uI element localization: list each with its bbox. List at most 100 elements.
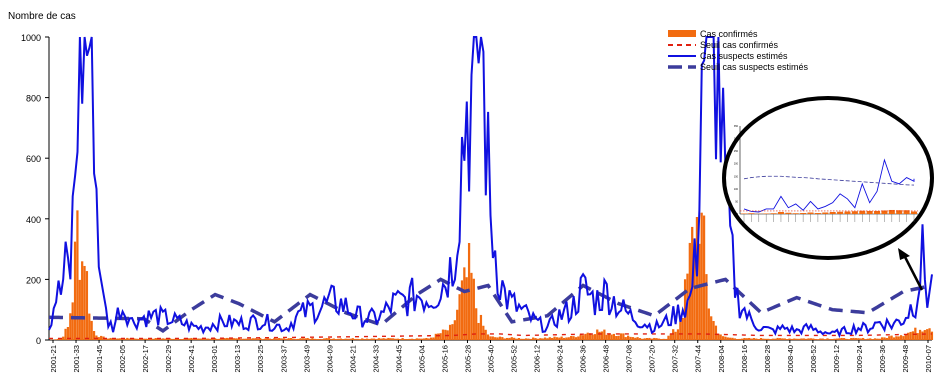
confirmed-bar: [273, 337, 276, 340]
confirmed-bar: [197, 338, 200, 340]
confirmed-bar: [254, 338, 257, 340]
confirmed-bar: [539, 338, 542, 340]
confirmed-bar: [653, 337, 656, 340]
confirmed-bar: [551, 337, 554, 340]
confirmed-bar: [133, 338, 136, 340]
confirmed-bar: [88, 313, 91, 340]
confirmed-bar: [918, 329, 922, 340]
confirmed-bar: [85, 271, 89, 340]
confirmed-bar: [109, 337, 112, 340]
confirmed-bar: [206, 338, 210, 340]
confirmed-bar: [434, 333, 437, 340]
confirmed-bar: [759, 338, 763, 340]
confirmed-bar: [316, 339, 319, 340]
confirmed-bar: [892, 337, 896, 340]
x-tick-label: 2002-29: [164, 345, 173, 373]
confirmed-bar: [363, 338, 366, 340]
confirmed-bar: [330, 338, 333, 340]
confirmed-bar: [377, 338, 381, 340]
confirmed-bar: [508, 337, 511, 340]
confirmed-bar: [365, 338, 369, 340]
confirmed-bar: [399, 338, 402, 340]
inset-tick-label: 100: [734, 188, 739, 191]
confirmed-bar: [750, 338, 753, 340]
confirmed-bar: [429, 337, 433, 340]
confirmed-bar: [275, 338, 278, 340]
confirmed-bar: [387, 337, 390, 340]
confirmed-bar: [285, 338, 288, 340]
confirmed-bar: [104, 338, 108, 340]
x-tick-label: 2005-28: [463, 345, 472, 373]
y-tick-label: 0: [36, 336, 41, 346]
x-tick-label: 2001-45: [95, 345, 104, 373]
confirmed-bar: [183, 338, 186, 340]
inset-bar: [837, 211, 844, 214]
confirmed-bar: [494, 337, 497, 340]
confirmed-bar: [624, 337, 627, 340]
confirmed-bar: [831, 338, 834, 340]
confirmed-bar: [396, 338, 399, 340]
inset-bar: [874, 210, 881, 214]
confirmed-bar: [607, 333, 611, 340]
confirmed-bar: [572, 336, 575, 340]
confirmed-bar: [731, 337, 734, 340]
confirmed-bar: [850, 338, 853, 340]
y-ticks: 0 200 400 600 800 1000: [21, 33, 49, 346]
zoom-arrow-line: [902, 254, 924, 291]
confirmed-bar: [619, 333, 623, 340]
confirmed-bar: [840, 337, 843, 340]
y-tick-label: 400: [26, 215, 41, 225]
confirmed-bar: [771, 338, 775, 340]
x-tick-label: 2008-52: [809, 345, 818, 373]
zoom-circle: [722, 96, 934, 260]
confirmed-bar: [394, 338, 397, 340]
confirmed-bar: [522, 338, 525, 340]
zoom-inset: 350 300 250 200 150 100 50 0: [722, 96, 934, 291]
confirmed-bar: [812, 338, 815, 340]
confirmed-bar: [634, 337, 637, 340]
confirmed-bar: [724, 336, 727, 340]
confirmed-bar: [532, 337, 535, 340]
confirmed-bar: [707, 308, 710, 340]
confirmed-bar: [178, 338, 181, 340]
confirmed-bar: [244, 338, 248, 340]
x-tick-label: 2008-16: [740, 345, 749, 373]
confirmed-bar: [536, 338, 540, 340]
confirmed-bar: [890, 335, 893, 340]
confirmed-bar: [380, 338, 383, 340]
confirmed-bar: [911, 331, 915, 340]
confirmed-bar: [194, 338, 198, 340]
confirmed-bar: [356, 338, 359, 340]
confirmed-bar: [717, 333, 720, 340]
confirmed-bar: [240, 339, 243, 340]
confirmed-bar: [57, 338, 60, 340]
confirmed-bar: [921, 331, 924, 340]
inset-bar: [903, 210, 910, 214]
confirmed-bar: [755, 338, 758, 340]
x-tick-label: 2003-25: [256, 345, 265, 373]
confirmed-bar: [216, 338, 219, 340]
confirmed-bar: [299, 338, 302, 340]
confirmed-bar: [541, 338, 544, 340]
x-tick-label: 2008-04: [717, 345, 726, 373]
confirmed-bar: [629, 336, 632, 340]
confirmed-bar: [213, 338, 217, 340]
confirmed-bar: [306, 338, 309, 340]
confirmed-bar: [598, 331, 601, 340]
x-tick-label: 2004-09: [325, 345, 334, 373]
x-tick-label: 2003-37: [279, 345, 288, 373]
confirmed-bar: [664, 338, 668, 340]
confirmed-bar: [76, 210, 79, 340]
y-tick-label: 200: [26, 275, 41, 285]
confirmed-bar: [344, 338, 347, 340]
x-tick-label: 2009-36: [878, 345, 887, 373]
confirmed-bar: [897, 336, 900, 340]
confirmed-bar: [456, 309, 459, 340]
confirmed-bar: [553, 336, 556, 340]
confirmed-bar: [871, 339, 874, 340]
x-tick-label: 2005-40: [487, 345, 496, 373]
confirmed-bar: [71, 302, 74, 340]
inset-bar: [866, 210, 873, 214]
confirmed-bar: [814, 338, 817, 340]
